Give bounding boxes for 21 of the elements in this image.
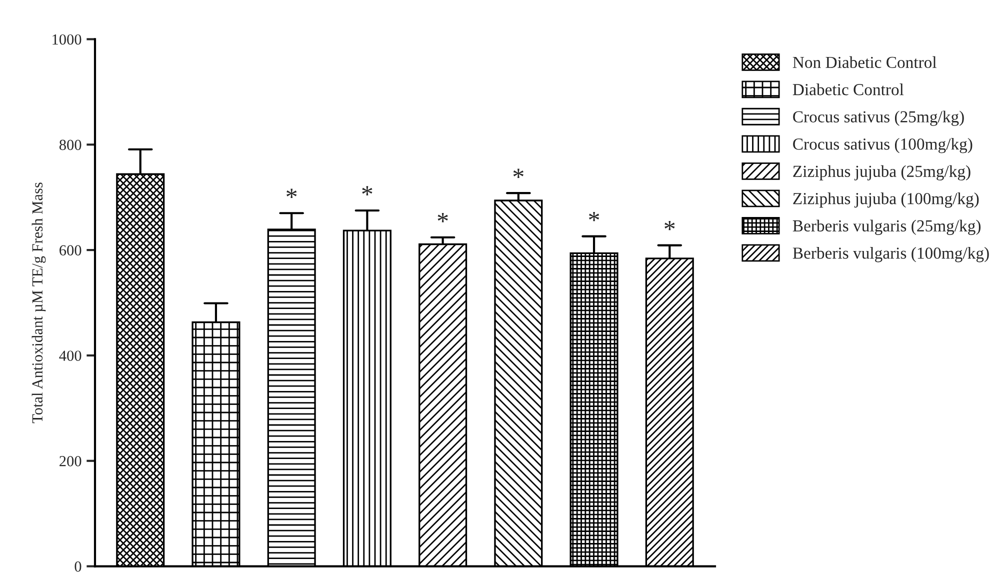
legend-label: Non Diabetic Control xyxy=(792,56,936,68)
y-tick-label: 1000 xyxy=(52,34,82,45)
legend-label: Berberis vulgaris (100mg/kg) xyxy=(792,247,989,262)
legend-label: Crocus sativus (25mg/kg) xyxy=(793,110,964,126)
y-tick-label: 800 xyxy=(59,140,82,150)
legend-label: Diabetic Control xyxy=(792,84,904,96)
data-label: * xyxy=(438,213,448,222)
data-label: * xyxy=(588,212,600,222)
y-axis-title: Total Antioxidant µM TE/g Fresh Mass xyxy=(32,182,46,424)
legend-label: Ziziphus jujuba (100mg/kg) xyxy=(793,192,979,208)
y-tick-label: 200 xyxy=(60,456,82,466)
data-label: * xyxy=(286,188,297,198)
legend-label: Crocus sativus (100mg/kg) xyxy=(793,138,972,154)
y-tick-label: 600 xyxy=(60,245,82,256)
legend-label: Ziziphus jujuba (25mg/kg) xyxy=(793,165,970,180)
data-label: * xyxy=(664,220,675,230)
data-label: * xyxy=(513,168,524,178)
legend-label: Berberis vulgaris (25mg/kg) xyxy=(792,220,981,235)
data-label: * xyxy=(362,186,372,196)
y-tick-label: 0 xyxy=(74,561,82,572)
y-tick-label: 400 xyxy=(59,350,82,361)
